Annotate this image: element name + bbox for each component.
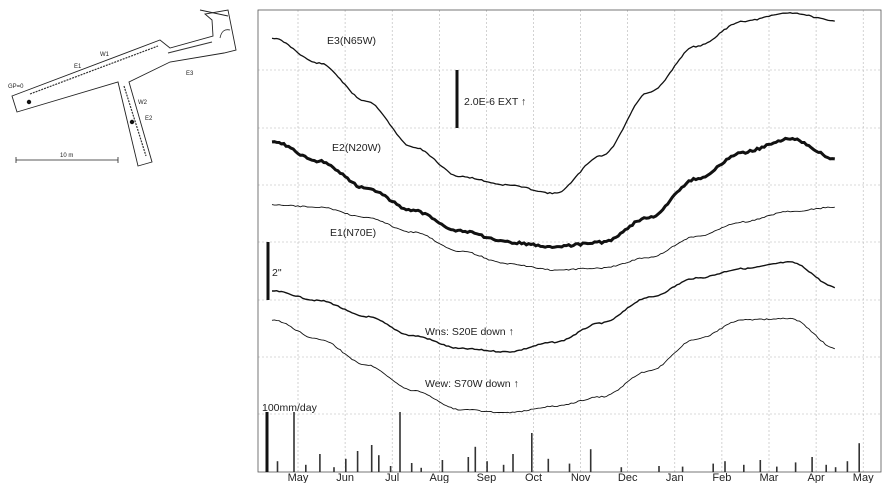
x-tick-label: Jan (666, 472, 684, 483)
precipitation-bar (467, 457, 470, 472)
precipitation-bar (356, 451, 359, 472)
tiltmeter-point (26, 99, 32, 105)
precipitation-bar (333, 467, 335, 472)
x-tick-label: Sep (477, 472, 497, 483)
precipitation-bar (319, 454, 321, 472)
tunnel-schematic: W1 E1 E3 W2 E2 GP=0 10 m (8, 9, 237, 167)
series-line (271, 317, 835, 414)
precipitation-bar (811, 457, 813, 472)
strain-scale-label: 2.0E-6 EXT ↑ (464, 96, 526, 108)
x-tick-label: Feb (712, 472, 731, 483)
precipitation-bar (794, 462, 797, 472)
precipitation-bar (759, 460, 762, 472)
x-tick-label: May (288, 472, 309, 483)
tiltmeter-point-2 (129, 119, 135, 125)
precipitation-bar (834, 467, 837, 472)
extensometer-e3-line (167, 41, 213, 54)
series-label-wew: Wew: S70W down ↑ (425, 378, 519, 390)
x-tick-label: Jul (385, 472, 399, 483)
precipitation-bar (724, 461, 726, 472)
precipitation-bar (658, 466, 660, 472)
label-w1: W1 (100, 52, 110, 58)
x-tick-label: Aug (430, 472, 450, 483)
precipitation-bar (712, 463, 714, 472)
x-tick-label: Nov (571, 472, 591, 483)
precipitation-bar (420, 467, 422, 472)
label-e2: E2 (145, 116, 153, 122)
precipitation-bar (474, 446, 477, 472)
precipitation-bar (399, 412, 401, 472)
extensometer-e2-line (123, 85, 147, 157)
plot-frame (257, 9, 882, 473)
precipitation-bar (293, 412, 295, 472)
precipitation-bar (512, 454, 514, 472)
precipitation-bar (345, 458, 347, 472)
tunnel-cap (199, 9, 229, 17)
x-tick-label: May (853, 472, 874, 483)
series-line (272, 260, 836, 353)
chart: May Jun Jul Aug Sep Oct Nov Dec Jan Feb Mar Apr May … (257, 9, 882, 483)
precipitation-bar (486, 461, 488, 472)
precipitation-bar (531, 433, 533, 472)
series-line (271, 136, 835, 250)
series-label-wns: Wns: S20E down ↑ (425, 326, 514, 338)
precipitation-bar (378, 455, 380, 472)
precipitation-bar (389, 466, 392, 472)
x-tick-label: Jun (336, 472, 354, 483)
grid (258, 10, 881, 472)
precipitation-bar (846, 461, 849, 472)
series-label-e3: E3(N65W) (327, 35, 376, 47)
precipitation-bar (825, 464, 827, 472)
x-tick-label: Mar (760, 472, 779, 483)
precipitation-bar (743, 464, 745, 472)
precipitation-bar (620, 467, 623, 472)
precipitation-bar (276, 461, 279, 472)
precipitation-bar (410, 463, 413, 472)
x-tick-labels: May Jun Jul Aug Sep Oct Nov Dec Jan Feb Mar Apr May (288, 472, 874, 483)
precipitation-bar (858, 443, 860, 472)
precipitation-bar (441, 460, 444, 472)
label-e1: E1 (74, 64, 82, 70)
precipitation-bar (547, 458, 550, 472)
precipitation-bar (776, 466, 778, 472)
precipitation-bars (276, 412, 860, 472)
precipitation-bar (370, 445, 373, 472)
series-lines (271, 12, 836, 414)
label-gp: GP=0 (8, 84, 24, 90)
label-e3: E3 (186, 71, 194, 77)
rain-scale-label: 100mm/day (262, 402, 318, 414)
x-tick-label: Apr (808, 472, 825, 483)
series-label-e2: E2(N20W) (332, 142, 381, 154)
x-tick-label: Dec (618, 472, 638, 483)
scale-label: 10 m (60, 153, 73, 159)
precipitation-bar (589, 449, 592, 472)
precipitation-bar (502, 464, 505, 472)
x-tick-label: Oct (525, 472, 542, 483)
precipitation-bar (681, 466, 684, 472)
label-w2: W2 (138, 100, 148, 106)
precipitation-bar (568, 463, 571, 472)
series-label-e1: E1(N70E) (330, 227, 376, 239)
series-line (271, 12, 835, 195)
door-arc-icon (219, 29, 231, 39)
tilt-scale-label: 2" (272, 267, 282, 279)
extensometer-e1-line (29, 45, 159, 95)
precipitation-bar (305, 464, 307, 472)
series-line (271, 204, 835, 272)
